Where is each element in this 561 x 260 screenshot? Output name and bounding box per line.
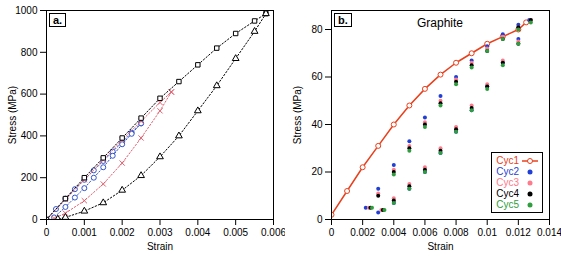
- svg-text:800: 800: [21, 47, 38, 58]
- svg-text:Strain: Strain: [427, 241, 453, 252]
- svg-text:0.001: 0.001: [72, 227, 97, 238]
- svg-text:20: 20: [311, 166, 323, 177]
- svg-text:1000: 1000: [15, 5, 38, 16]
- svg-text:0.002: 0.002: [110, 227, 135, 238]
- svg-text:Strain: Strain: [147, 241, 173, 252]
- html-text:Cyc5: Cyc5: [496, 199, 519, 210]
- svg-text:0.008: 0.008: [444, 227, 469, 238]
- html-text:Cyc3: Cyc3: [496, 177, 519, 188]
- svg-text:0.005: 0.005: [223, 227, 248, 238]
- svg-text:0.012: 0.012: [506, 227, 531, 238]
- svg-text:0: 0: [317, 214, 323, 225]
- svg-text:Stress (MPa): Stress (MPa): [292, 86, 303, 144]
- svg-text:80: 80: [311, 24, 323, 35]
- svg-text:0.004: 0.004: [185, 227, 210, 238]
- html-text:Graphite: Graphite: [417, 16, 463, 30]
- html-text:a.: a.: [53, 14, 63, 26]
- html-text:b.: b.: [338, 14, 348, 26]
- html-text:Cyc1: Cyc1: [496, 155, 519, 166]
- html-text:Cyc2: Cyc2: [496, 166, 519, 177]
- html-text:Cyc4: Cyc4: [496, 188, 519, 199]
- svg-text:Stress (MPa): Stress (MPa): [7, 86, 18, 144]
- svg-text:400: 400: [21, 130, 38, 141]
- svg-text:0.014: 0.014: [537, 227, 561, 238]
- svg-text:0: 0: [44, 227, 50, 238]
- svg-text:0.01: 0.01: [477, 227, 497, 238]
- svg-text:60: 60: [311, 71, 323, 82]
- svg-text:0: 0: [329, 227, 335, 238]
- svg-text:0.006: 0.006: [261, 227, 285, 238]
- svg-text:40: 40: [311, 119, 323, 130]
- svg-text:0: 0: [32, 214, 38, 225]
- svg-text:0.003: 0.003: [147, 227, 172, 238]
- svg-text:0.004: 0.004: [381, 227, 406, 238]
- svg-text:200: 200: [21, 172, 38, 183]
- svg-text:600: 600: [21, 88, 38, 99]
- svg-text:0.002: 0.002: [350, 227, 375, 238]
- svg-text:0.006: 0.006: [412, 227, 437, 238]
